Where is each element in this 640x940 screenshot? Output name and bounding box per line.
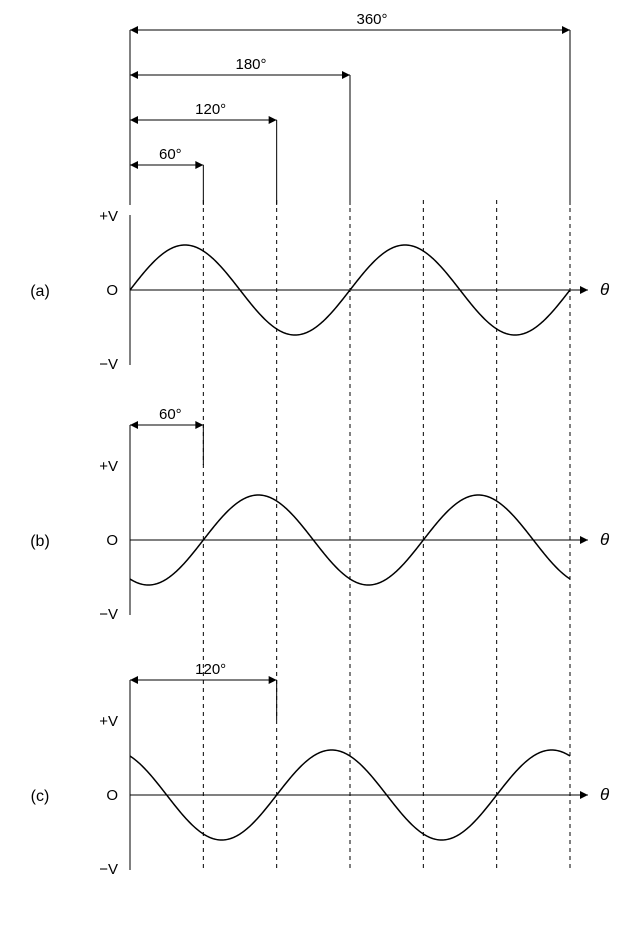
- panel-c-minusV: −V: [99, 861, 118, 878]
- panel-a-plusV: +V: [99, 208, 118, 225]
- panel-b-label: (b): [30, 533, 50, 550]
- panel-c-zero: O: [106, 787, 118, 804]
- panel-a-minusV: −V: [99, 356, 118, 373]
- panel-b-theta: θ: [600, 530, 610, 549]
- panel-c-theta: θ: [600, 785, 610, 804]
- panel-a-theta: θ: [600, 280, 610, 299]
- background: [0, 0, 640, 940]
- panel-c-label: (c): [31, 788, 50, 805]
- top-dim-360-label: 360°: [356, 11, 387, 28]
- top-dim-120-label: 120°: [195, 101, 226, 118]
- panel-b-plusV: +V: [99, 458, 118, 475]
- panel-c-plusV: +V: [99, 713, 118, 730]
- panel-c-dim-120-label: 120°: [195, 661, 226, 678]
- panel-b-zero: O: [106, 532, 118, 549]
- panel-a-label: (a): [30, 283, 50, 300]
- panel-b-dim-60-label: 60°: [159, 406, 182, 423]
- top-dim-180-label: 180°: [235, 56, 266, 73]
- top-dim-60-label: 60°: [159, 146, 182, 163]
- panel-a-zero: O: [106, 282, 118, 299]
- panel-b-minusV: −V: [99, 606, 118, 623]
